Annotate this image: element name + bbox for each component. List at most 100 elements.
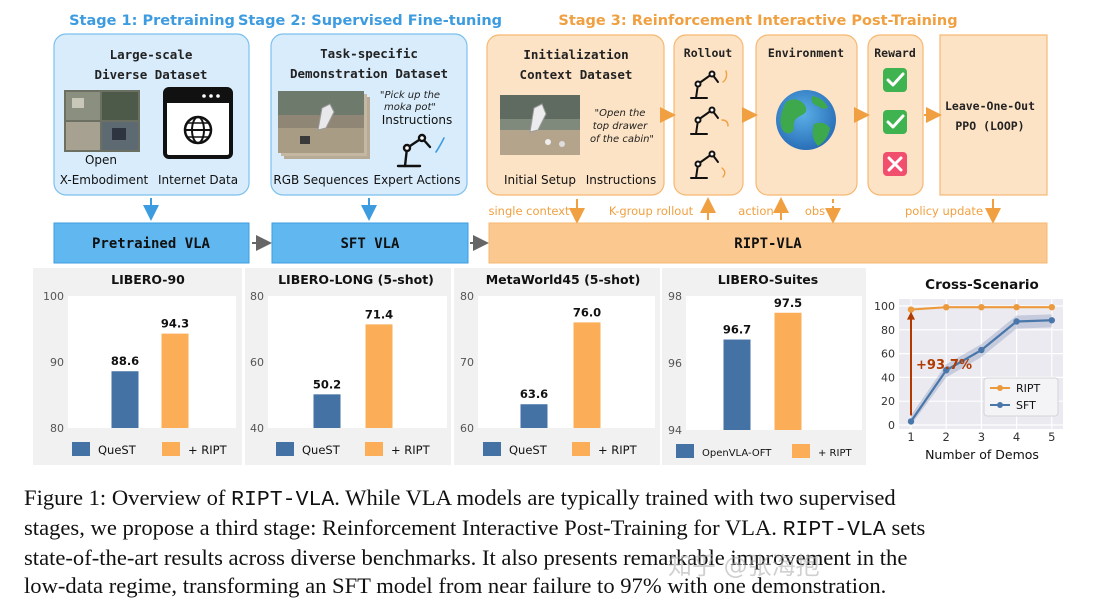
y-tick-label: 80 bbox=[250, 290, 264, 303]
sft-panel: Task-specific Demonstration Dataset "Pic… bbox=[270, 33, 468, 196]
y-tick-label: 40 bbox=[881, 371, 895, 384]
legend-label: + RIPT bbox=[598, 443, 638, 457]
plot-area bbox=[268, 296, 447, 428]
y-tick-label: 80 bbox=[460, 290, 474, 303]
panel3-title-line1: Initialization bbox=[523, 47, 628, 62]
earth-icon bbox=[776, 90, 836, 150]
open-x-embodiment-image bbox=[64, 90, 140, 152]
legend-swatch bbox=[792, 444, 810, 458]
data-label: 63.6 bbox=[520, 387, 548, 401]
y-tick-label: 80 bbox=[50, 422, 64, 435]
panel1-title-line1: Large-scale bbox=[110, 47, 193, 62]
data-label: 94.3 bbox=[161, 317, 189, 331]
open-label: Open bbox=[85, 153, 117, 167]
ript-point bbox=[978, 303, 985, 311]
data-label: 76.0 bbox=[573, 305, 601, 319]
y-tick-label: 20 bbox=[881, 395, 895, 408]
panel2-title-line1: Task-specific bbox=[320, 46, 418, 61]
panel2-title-line2: Demonstration Dataset bbox=[290, 66, 448, 81]
legend-label: QueST bbox=[302, 443, 341, 457]
reward-label: Reward bbox=[874, 46, 916, 60]
cross-icon bbox=[883, 152, 907, 176]
sft-point bbox=[978, 346, 985, 354]
sft-point bbox=[943, 367, 950, 374]
panel3-quote-line2: top drawer bbox=[593, 121, 648, 132]
x-axis-label: Number of Demos bbox=[925, 447, 1039, 462]
legend-marker bbox=[997, 385, 1003, 391]
chart-metaworld45: MetaWorld45 (5-shot) 60 70 80 63.6 76.0 QueST +… bbox=[454, 268, 660, 465]
caption-line-4: low-data regime, transforming an SFT mod… bbox=[24, 573, 887, 598]
pretrained-vla-bar: Pretrained VLA bbox=[53, 222, 250, 264]
data-label: 97.5 bbox=[774, 296, 802, 310]
ript-bar bbox=[365, 324, 393, 428]
sft-vla-label: SFT VLA bbox=[340, 236, 400, 252]
x-embodiment-label: X-Embodiment bbox=[60, 173, 149, 187]
ript-point bbox=[1013, 303, 1020, 311]
chart-title: LIBERO-LONG (5-shot) bbox=[278, 272, 434, 287]
pretrained-vla-label: Pretrained VLA bbox=[92, 236, 211, 252]
sft-point bbox=[907, 418, 915, 425]
overview-figure: Stage 1: Pretraining Stage 2: Supervised… bbox=[33, 13, 1063, 465]
caption-text: Figure 1: Overview of bbox=[24, 485, 232, 510]
ript-vla-label: RIPT-VLA bbox=[734, 236, 802, 252]
rollout-label: Rollout bbox=[684, 46, 733, 60]
legend-label: RIPT bbox=[1016, 382, 1041, 395]
panel3-instructions-label: Instructions bbox=[586, 173, 656, 187]
legend-label: QueST bbox=[509, 443, 548, 457]
sft-point bbox=[1048, 317, 1056, 324]
x-tick-label: 2 bbox=[943, 430, 950, 444]
sft-variance-band bbox=[911, 314, 1052, 425]
baseline-bar bbox=[313, 394, 341, 428]
data-label: 96.7 bbox=[723, 323, 751, 337]
policy-update-label: policy update bbox=[905, 204, 983, 218]
caption-line-1: Figure 1: Overview of RIPT-VLA. While VL… bbox=[24, 484, 1082, 514]
legend-swatch bbox=[572, 442, 590, 456]
ript-vla-bar: RIPT-VLA bbox=[488, 222, 1048, 264]
ript-bar bbox=[161, 333, 189, 428]
chart-title: LIBERO-90 bbox=[111, 272, 185, 287]
y-tick-label: 96 bbox=[668, 357, 682, 370]
legend-swatch bbox=[162, 442, 180, 456]
caption-line-2: stages, we propose a third stage: Reinfo… bbox=[24, 514, 1082, 544]
legend-swatch bbox=[483, 442, 501, 456]
caption-line-3: state-of-the-art results across diverse … bbox=[24, 545, 908, 570]
data-label: 50.2 bbox=[313, 377, 341, 391]
y-tick-label: 100 bbox=[43, 290, 64, 303]
obs-label: obs bbox=[805, 204, 825, 218]
panel1-title-line2: Diverse Dataset bbox=[95, 67, 208, 82]
panel3-quote-line1: "Open the bbox=[595, 108, 646, 119]
caption-text: sets bbox=[885, 515, 926, 540]
stage-3-title: Stage 3: Reinforcement Interactive Post-… bbox=[558, 13, 957, 29]
panel2-quote-line1: "Pick up the bbox=[380, 90, 440, 101]
sft-point bbox=[1013, 318, 1020, 325]
check-icon bbox=[883, 110, 907, 134]
y-tick-label: 60 bbox=[460, 422, 474, 435]
legend-label: + RIPT bbox=[818, 448, 852, 459]
y-tick-label: 98 bbox=[668, 290, 682, 303]
single-context-label: single context bbox=[488, 204, 570, 218]
y-tick-label: 90 bbox=[50, 356, 64, 369]
loop-label-line2: PPO (LOOP) bbox=[955, 119, 1024, 133]
legend-marker bbox=[997, 402, 1003, 408]
caption-code: RIPT-VLA bbox=[231, 488, 335, 512]
rgb-sequence-images bbox=[278, 91, 370, 159]
chart-title: MetaWorld45 (5-shot) bbox=[486, 272, 641, 287]
sft-vla-bar: SFT VLA bbox=[271, 222, 469, 264]
legend-label: + RIPT bbox=[188, 443, 228, 457]
internet-browser-icon bbox=[163, 87, 233, 159]
baseline-bar bbox=[111, 371, 139, 428]
ript-point bbox=[1048, 303, 1056, 311]
rollout-robot-icons bbox=[690, 70, 729, 179]
y-tick-label: 100 bbox=[874, 300, 895, 313]
chart-title: Cross-Scenario bbox=[925, 277, 1039, 293]
gain-arrow-head bbox=[907, 311, 915, 320]
gain-annotation: +93.7% bbox=[916, 358, 972, 373]
x-tick-label: 5 bbox=[1048, 430, 1055, 444]
legend-label: SFT bbox=[1016, 399, 1036, 412]
robot-arm-icon bbox=[396, 133, 445, 168]
panel3-quote-line3: of the cabin" bbox=[590, 134, 654, 145]
ript-point bbox=[943, 303, 950, 311]
x-tick-label: 4 bbox=[1013, 430, 1020, 444]
expert-actions-label: Expert Actions bbox=[374, 173, 461, 187]
ript-bar bbox=[774, 312, 802, 430]
